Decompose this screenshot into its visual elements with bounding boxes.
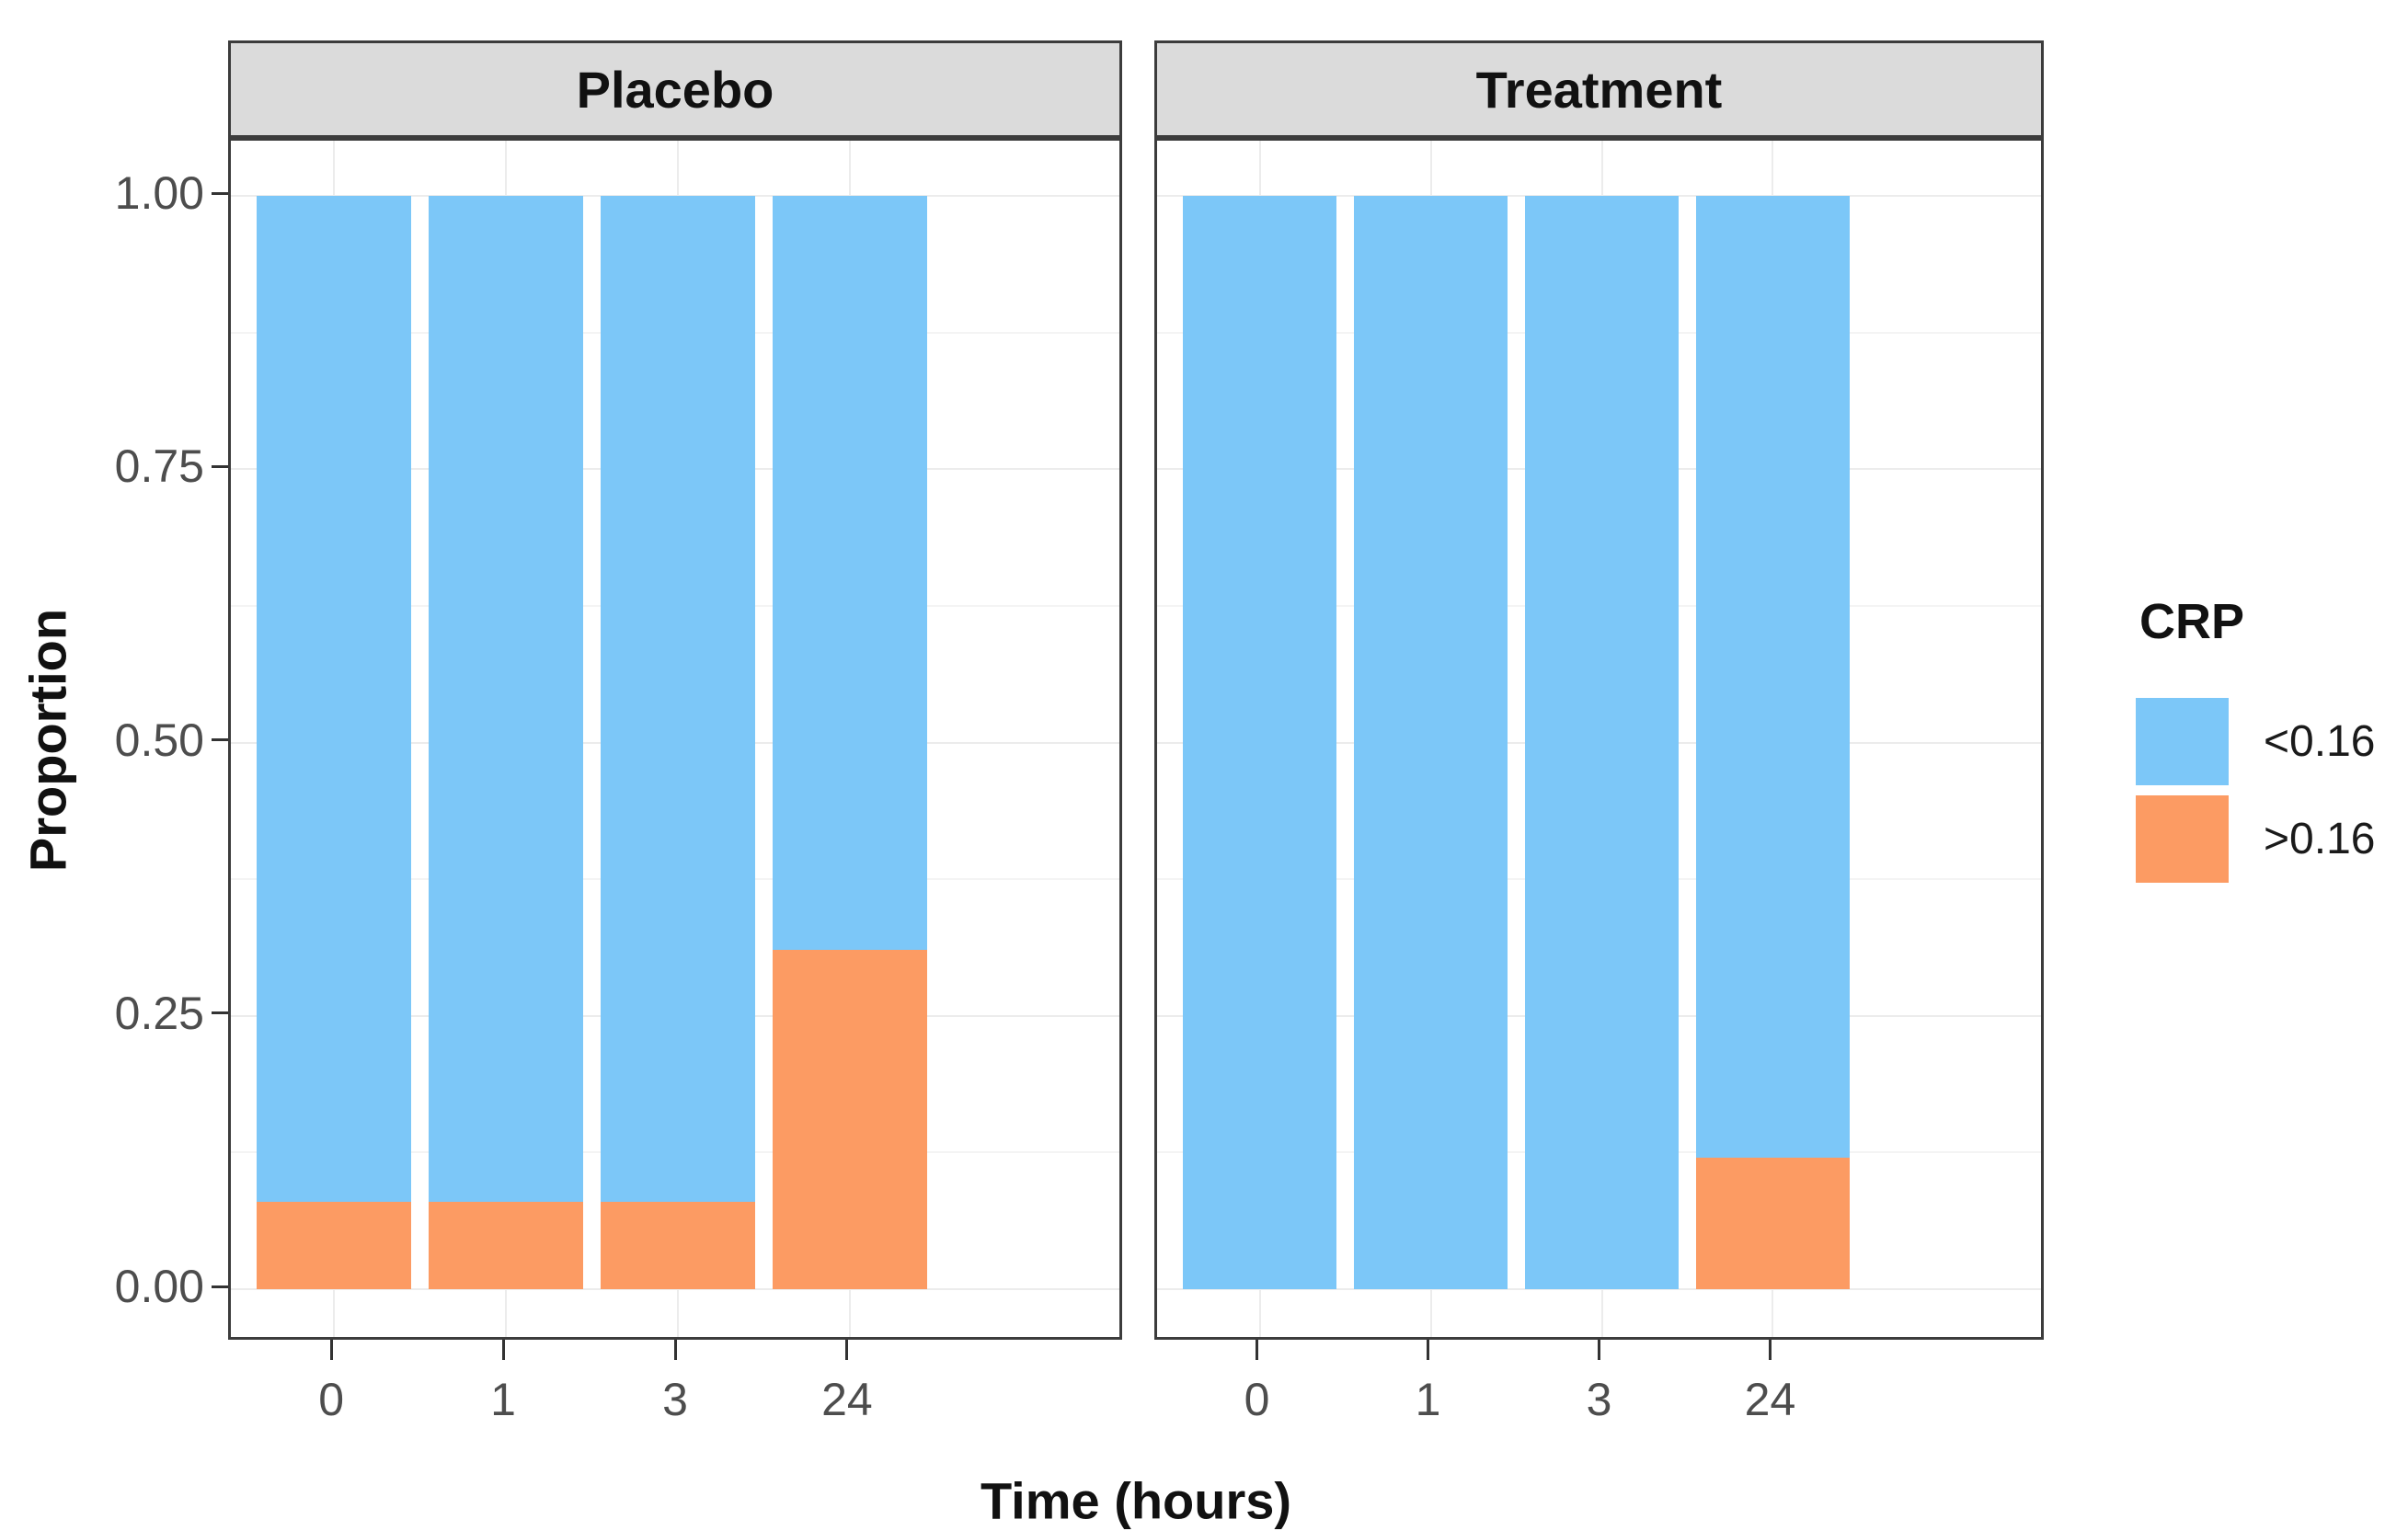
x-tick xyxy=(673,1340,677,1360)
gridline-major xyxy=(1157,1288,2041,1290)
y-tick xyxy=(212,1011,228,1015)
y-axis-title: Proportion xyxy=(18,608,77,873)
x-tick-label: 3 xyxy=(662,1374,688,1425)
gridline-major xyxy=(231,1288,1119,1290)
bar-segment-0-16 xyxy=(1524,196,1680,1289)
x-tick xyxy=(329,1340,333,1360)
y-tick-label: 0.50 xyxy=(114,714,204,766)
x-tick xyxy=(845,1340,849,1360)
x-tick-label: 0 xyxy=(1244,1374,1270,1425)
legend-swatch-lt-016 xyxy=(2136,698,2229,785)
bar-segment-0-16 xyxy=(428,1201,584,1289)
bar-segment-0-16 xyxy=(1353,196,1508,1289)
facet-label: Treatment xyxy=(1475,60,1723,119)
bar-segment-0-16 xyxy=(257,1201,412,1289)
x-tick xyxy=(1598,1340,1600,1360)
y-tick xyxy=(212,464,228,468)
legend-label: >0.16 xyxy=(2264,815,2376,863)
facet-strip-treatment: Treatment xyxy=(1154,40,2044,138)
bar-segment-0-16 xyxy=(1695,1158,1851,1289)
y-tick xyxy=(212,738,228,741)
facet-panel-treatment xyxy=(1154,138,2044,1340)
x-tick xyxy=(1427,1340,1430,1360)
y-tick-label: 0.00 xyxy=(114,1261,204,1312)
bar-segment-0-16 xyxy=(772,196,928,951)
y-tick-label: 1.00 xyxy=(114,167,204,219)
facet-panel-placebo xyxy=(228,138,1122,1340)
legend-swatch-gt-016 xyxy=(2136,795,2229,883)
bar-segment-0-16 xyxy=(600,196,756,1202)
x-tick-label: 1 xyxy=(1415,1374,1441,1425)
legend-label: <0.16 xyxy=(2264,717,2376,766)
x-tick-label: 1 xyxy=(490,1374,516,1425)
x-tick xyxy=(1768,1340,1772,1360)
bar-segment-0-16 xyxy=(257,196,412,1202)
legend: CRP <0.16 >0.16 xyxy=(2136,593,2375,893)
y-tick-label: 0.75 xyxy=(114,440,204,493)
y-tick xyxy=(212,1285,228,1288)
bar-segment-0-16 xyxy=(772,950,928,1289)
legend-item: >0.16 xyxy=(2136,795,2375,883)
legend-item: <0.16 xyxy=(2136,698,2375,785)
bar-segment-0-16 xyxy=(600,1201,756,1289)
x-tick-label: 24 xyxy=(1744,1374,1796,1425)
bar-segment-0-16 xyxy=(1182,196,1337,1289)
x-axis-title: Time (hours) xyxy=(980,1471,1292,1530)
facet-strip-placebo: Placebo xyxy=(228,40,1122,138)
x-tick xyxy=(501,1340,505,1360)
bar-segment-0-16 xyxy=(1695,196,1851,1159)
x-tick-label: 3 xyxy=(1586,1374,1612,1425)
x-tick xyxy=(1256,1340,1259,1360)
legend-title: CRP xyxy=(2139,594,2245,649)
y-tick xyxy=(212,191,228,195)
bar-segment-0-16 xyxy=(428,196,584,1202)
facet-label: Placebo xyxy=(576,60,774,119)
y-tick-label: 0.25 xyxy=(114,987,204,1039)
x-tick-label: 24 xyxy=(821,1374,873,1425)
x-tick-label: 0 xyxy=(318,1374,345,1425)
